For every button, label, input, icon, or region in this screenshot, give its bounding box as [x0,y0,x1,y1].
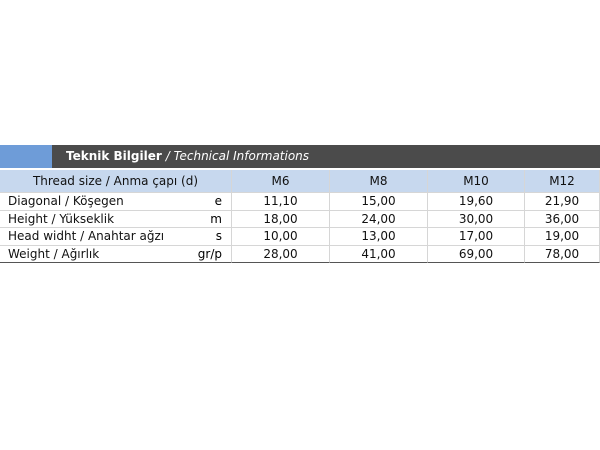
value-cell: 10,00 [232,228,330,246]
row-label: Diagonal / Köşegen [0,193,232,211]
title-bar: Teknik Bilgiler / Technical Informations [52,145,600,168]
value-cell: 15,00 [330,193,428,211]
column-header: M10 [428,170,525,193]
row-label: Weight / Ağırlık [0,245,232,263]
value-cell: 36,00 [525,210,600,228]
value-cell: 69,00 [428,245,525,263]
column-header: M6 [232,170,330,193]
row-label: Height / Yükseklik [0,210,232,228]
value-cell: 24,00 [330,210,428,228]
row-symbol: e [214,194,222,208]
value-cell: 13,00 [330,228,428,246]
column-header: M12 [525,170,600,193]
row-label: Head widht / Anahtar ağzı [0,228,232,246]
value-cell: 19,60 [428,193,525,211]
row-symbol: s [215,229,222,243]
row-symbol: gr/p [197,246,222,261]
subtitle: / Technical Informations [165,149,310,163]
value-cell: 11,10 [232,193,330,211]
title: Teknik Bilgiler [66,149,162,163]
column-header: Thread size / Anma çapı (d) [0,170,232,193]
value-cell: 17,00 [428,228,525,246]
column-header: M8 [330,170,428,193]
value-cell: 78,00 [525,245,600,263]
value-cell: 19,00 [525,228,600,246]
row-symbol: m [210,211,222,226]
value-cell: 28,00 [232,245,330,263]
accent-block [0,145,52,168]
value-cell: 21,90 [525,193,600,211]
value-cell: 18,00 [232,210,330,228]
value-cell: 41,00 [330,245,428,263]
value-cell: 30,00 [428,210,525,228]
